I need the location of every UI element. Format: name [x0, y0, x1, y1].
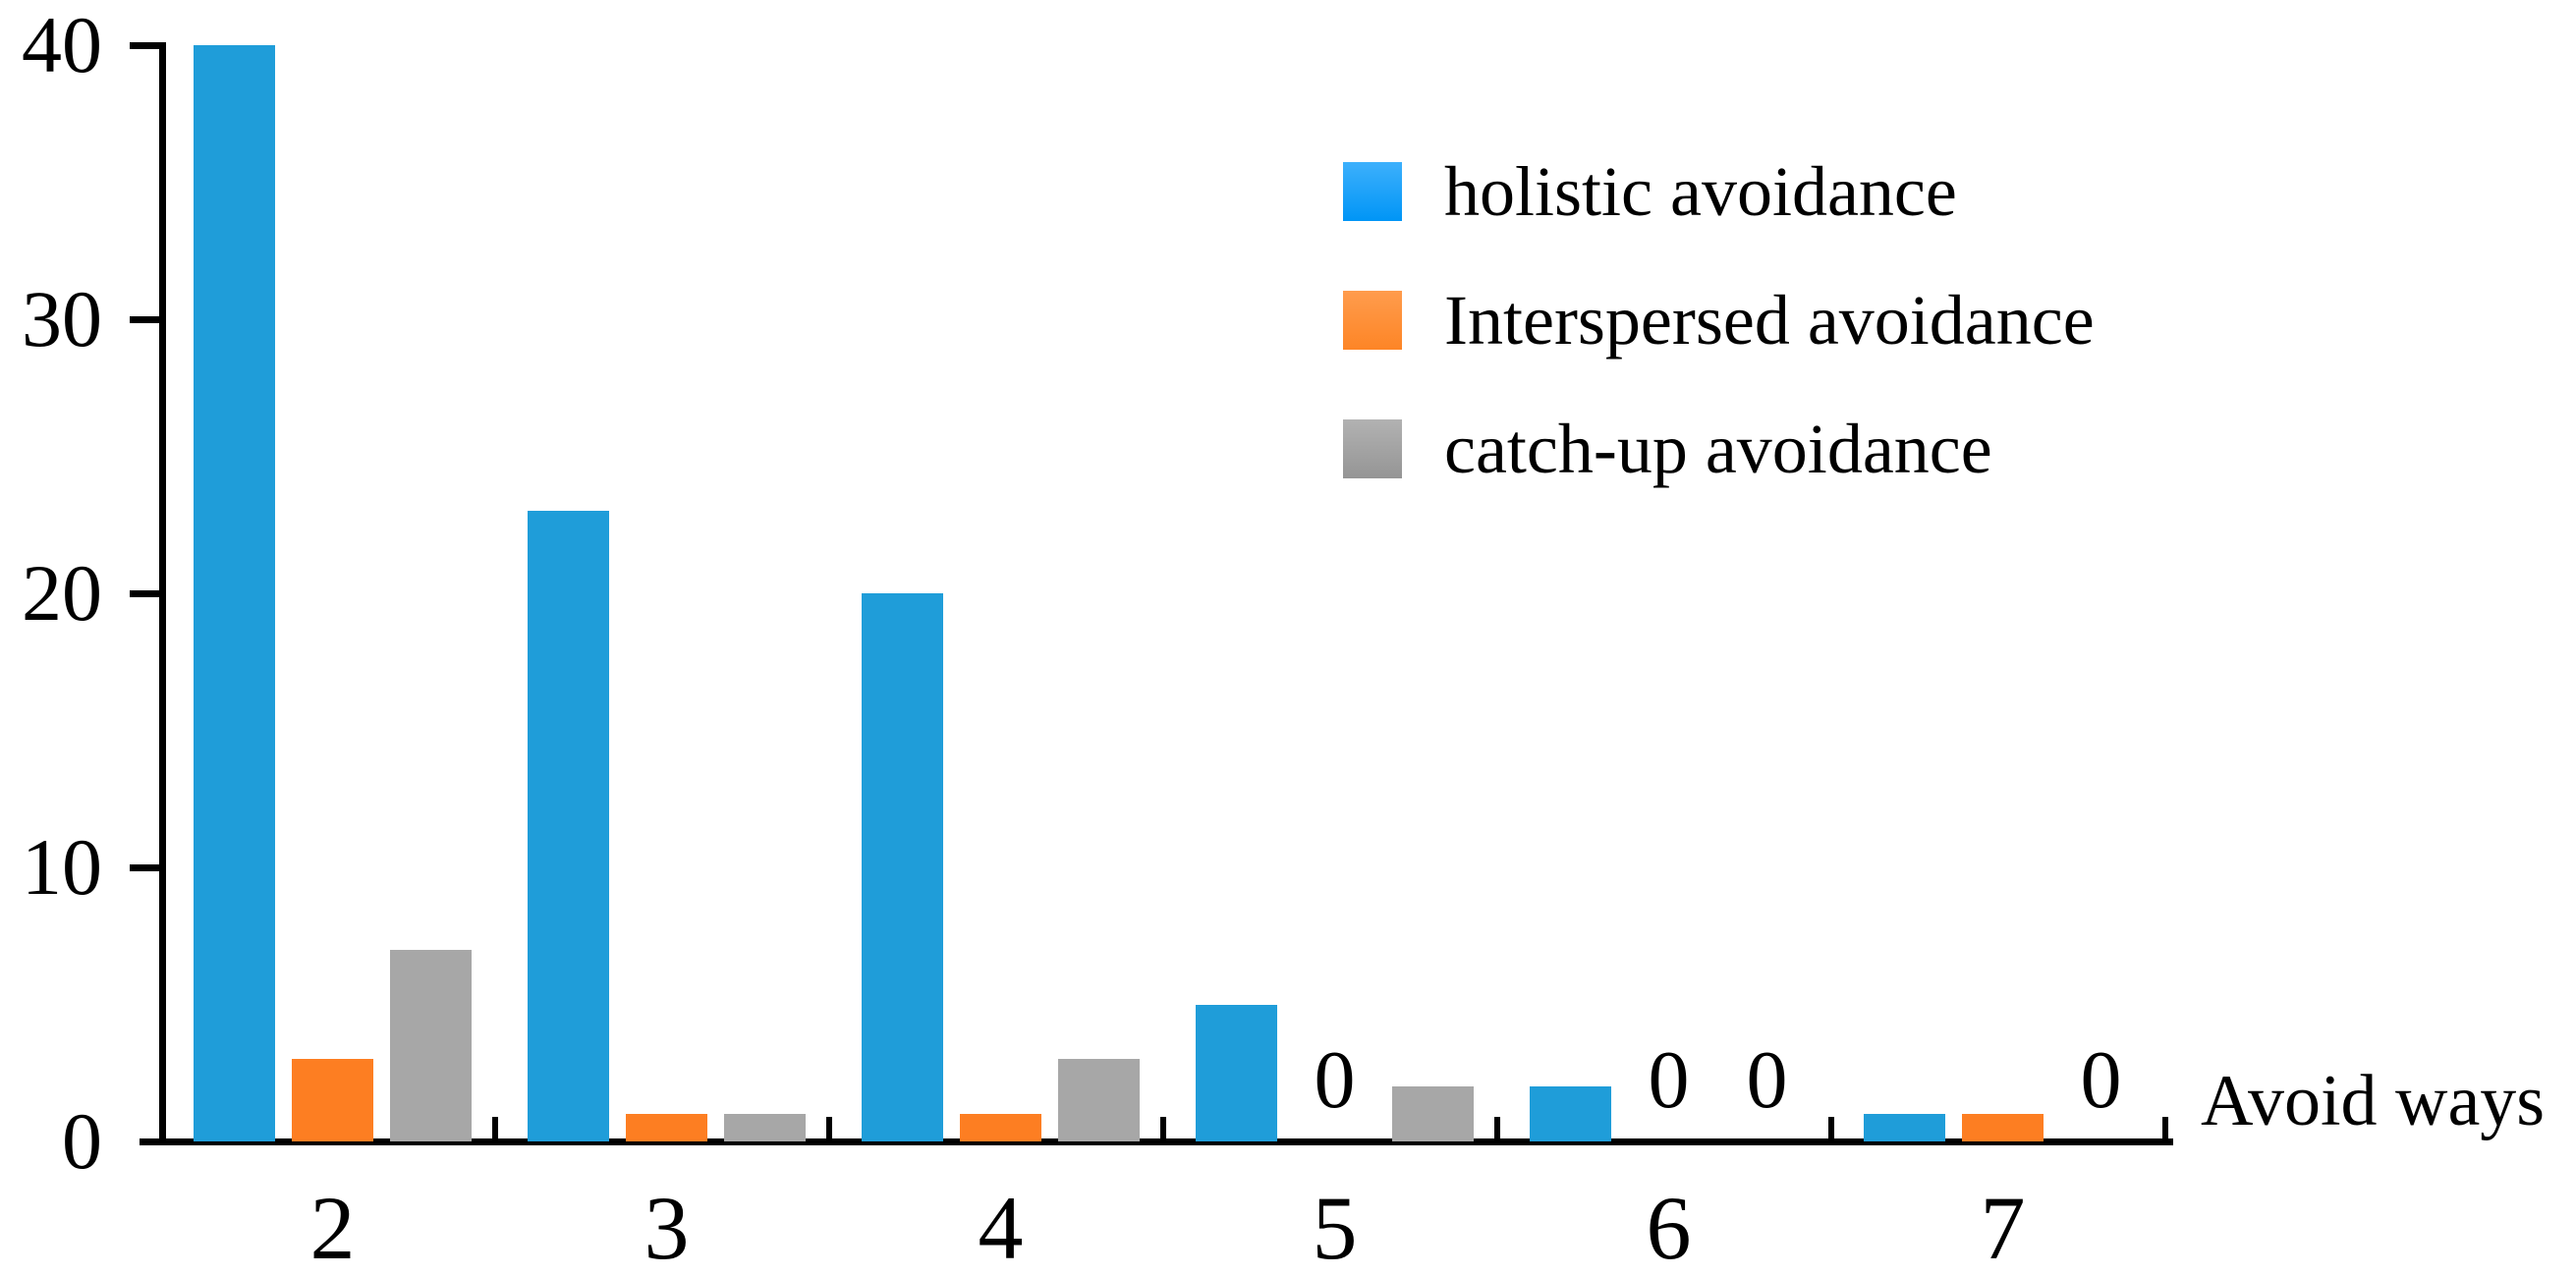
bar — [1530, 1086, 1611, 1141]
bar — [528, 511, 609, 1141]
x-axis-tick-label: 6 — [1646, 1178, 1692, 1276]
x-axis-line — [140, 1138, 2173, 1145]
y-axis-tick-label: 10 — [22, 822, 102, 912]
zero-value-label: 0 — [1746, 1034, 1788, 1126]
y-axis-tick — [130, 42, 159, 49]
y-axis-tick-label: 20 — [22, 548, 102, 638]
x-axis-tick — [1494, 1117, 1500, 1138]
y-axis-tick — [130, 590, 159, 597]
x-axis-tick-label: 4 — [978, 1178, 1024, 1276]
bar — [862, 593, 943, 1141]
y-axis-line — [159, 42, 166, 1144]
x-axis-title: Avoid ways — [2201, 1061, 2546, 1141]
y-axis-tick — [130, 316, 159, 323]
y-axis-tick-label: 0 — [62, 1096, 102, 1186]
y-axis-tick — [130, 864, 159, 871]
x-axis-tick-label: 5 — [1312, 1178, 1358, 1276]
bar — [1962, 1114, 2044, 1141]
bar — [626, 1114, 707, 1141]
x-axis-tick — [1828, 1117, 1834, 1138]
x-axis-tick — [1160, 1117, 1166, 1138]
zero-value-label: 0 — [1648, 1034, 1690, 1126]
legend-item: Interspersed avoidance — [1343, 281, 2095, 360]
legend-label: Interspersed avoidance — [1444, 281, 2095, 360]
legend-swatch-interspersed-avoidance — [1343, 291, 1402, 350]
x-axis-tick-label: 3 — [644, 1178, 690, 1276]
bar — [292, 1059, 373, 1141]
x-axis-tick — [492, 1117, 498, 1138]
x-axis-tick-label: 2 — [309, 1178, 356, 1276]
bar — [724, 1114, 806, 1141]
legend-swatch-holistic-avoidance — [1343, 162, 1402, 221]
x-axis-tick — [2162, 1117, 2168, 1138]
x-axis-tick-label: 7 — [1980, 1178, 2026, 1276]
bar — [1864, 1114, 1945, 1141]
zero-value-label: 0 — [2080, 1034, 2122, 1126]
legend-label: holistic avoidance — [1444, 152, 1957, 231]
y-axis-tick-label: 40 — [22, 0, 102, 89]
y-axis-tick-label: 30 — [22, 274, 102, 363]
bar — [960, 1114, 1041, 1141]
bar — [390, 949, 472, 1141]
legend-item: catch-up avoidance — [1343, 410, 2095, 488]
bar — [1196, 1004, 1277, 1141]
legend-swatch-catch-up-avoidance — [1343, 419, 1402, 478]
legend-label: catch-up avoidance — [1444, 410, 1992, 488]
bar — [194, 45, 275, 1141]
bar — [1058, 1059, 1140, 1141]
legend-item: holistic avoidance — [1343, 152, 2095, 231]
legend: holistic avoidance Interspersed avoidanc… — [1343, 152, 2095, 548]
zero-value-label: 0 — [1314, 1034, 1356, 1126]
bar — [1392, 1086, 1474, 1141]
x-axis-tick — [826, 1117, 832, 1138]
